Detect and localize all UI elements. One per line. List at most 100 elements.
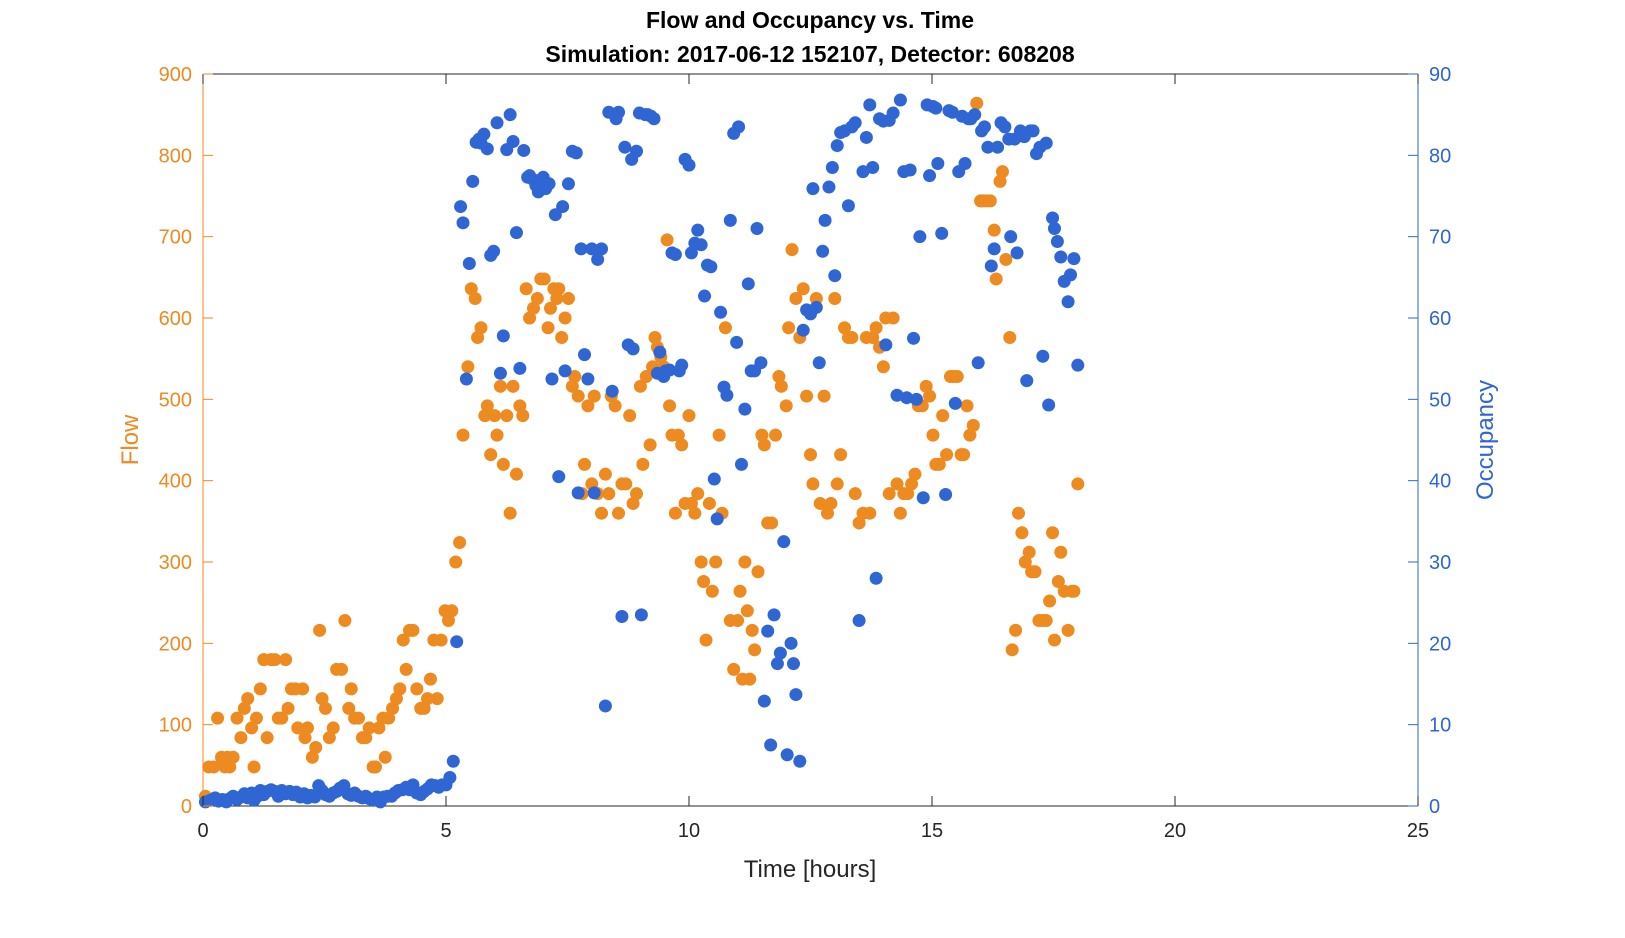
flow-point [757,438,771,452]
occupancy-point [506,135,520,149]
occupancy-point [691,223,705,237]
flow-point [619,477,633,491]
flow-point [445,604,459,618]
occupancy-point [1067,252,1081,266]
flow-point [488,409,502,423]
occupancy-point [987,242,1001,256]
flow-point [699,633,713,647]
flow-point [688,506,702,520]
flow-point [675,438,689,452]
flow-point [1039,614,1053,628]
occupancy-point [581,372,595,386]
flow-point [558,311,572,325]
flow-point [1043,594,1057,608]
flow-point [1047,633,1061,647]
flow-point [359,731,373,745]
occupancy-point [630,144,644,158]
flow-point [1028,565,1042,579]
right-tick-label: 40 [1429,471,1451,493]
occupancy-point [991,140,1005,154]
flow-point [245,721,259,735]
flow-point [1012,506,1026,520]
occupancy-point [1050,235,1064,249]
occupancy-point [793,754,807,768]
flow-point [253,682,267,696]
flow-point [705,584,719,598]
occupancy-point [682,158,696,172]
occupancy-point [879,338,893,352]
flow-point [281,701,295,715]
occupancy-point [806,182,820,196]
occupancy-point [935,226,949,240]
x-tick-label: 0 [197,820,208,842]
occupancy-point [496,329,510,343]
occupancy-point [450,635,464,649]
flow-point [526,301,540,315]
occupancy-point [796,323,810,337]
left-tick-label: 700 [159,227,192,249]
occupancy-point [462,257,476,271]
occupancy-point [1046,211,1060,225]
x-tick-label: 5 [440,820,451,842]
flow-point [362,721,376,735]
flow-point [587,389,601,403]
occupancy-point [675,358,689,372]
flow-point [474,321,488,335]
flow-point [643,438,657,452]
occupancy-point [626,342,640,356]
occupancy-point [1047,222,1061,236]
occupancy-point [509,226,523,240]
flow-point [963,428,977,442]
flow-point [561,291,575,305]
flow-point [571,389,585,403]
flow-point [234,731,248,745]
flow-point [852,516,866,530]
flow-point [464,282,478,296]
occupancy-point [454,200,468,214]
occupancy-point [571,486,585,500]
occupancy-point [971,356,985,370]
occupancy-point [754,356,768,370]
right-tick-label: 20 [1429,633,1451,655]
flow-point [326,721,340,735]
flow-point [893,506,907,520]
flow-point [456,428,470,442]
flow-point [516,409,530,423]
flow-point [796,282,810,296]
flow-point [496,457,510,471]
occupancy-point [866,161,880,175]
occupancy-point [517,143,531,157]
flow-point [612,506,626,520]
flow-point [260,731,274,745]
occupancy-point [900,391,914,405]
flow-point [983,194,997,208]
flow-point [300,721,314,735]
occupancy-point [863,98,877,112]
occupancy-point [789,688,803,702]
flow-point [389,692,403,706]
flow-point [480,399,494,413]
flow-point [936,409,950,423]
flow-point [296,682,310,696]
flow-point [926,428,940,442]
occupancy-point [487,244,501,258]
flow-point [671,428,685,442]
flow-point [313,623,327,637]
flow-point [315,692,329,706]
occupancy-point [773,646,787,660]
occupancy-point [816,244,830,258]
occupancy-point [977,120,991,134]
x-tick-label: 10 [678,820,700,842]
flow-point [731,614,745,628]
occupancy-point [780,748,794,762]
occupancy-point [981,140,995,154]
right-tick-label: 30 [1429,552,1451,574]
occupancy-point [948,396,962,410]
flow-point [441,614,455,628]
flow-point [506,379,520,393]
x-tick-label: 20 [1164,820,1186,842]
flow-point [471,331,485,345]
occupancy-point [663,363,677,377]
